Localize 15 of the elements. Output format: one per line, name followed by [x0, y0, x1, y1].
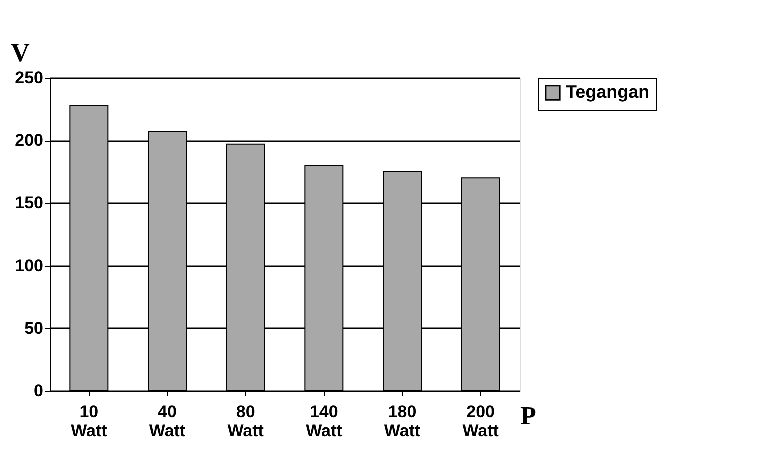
x-axis-title: P — [520, 402, 536, 430]
y-axis-title: V — [11, 38, 30, 68]
legend-label: Tegangan — [566, 82, 650, 102]
y-tick-label: 50 — [24, 318, 44, 338]
x-tick-label: 10 Watt — [71, 402, 108, 440]
x-tick-label: 180 Watt — [384, 402, 421, 440]
y-tick-label: 100 — [15, 256, 44, 276]
x-tick-label: 80 Watt — [228, 402, 264, 440]
y-tick-label: 200 — [15, 131, 44, 150]
y-tick-label: 250 — [15, 68, 44, 88]
x-tick-label: 40 Watt — [149, 402, 186, 440]
y-tick-label: 150 — [15, 194, 44, 213]
x-tick-label: 200 Watt — [462, 402, 500, 440]
x-tick-label: 140 Watt — [306, 402, 343, 440]
y-tick-label: 0 — [34, 382, 44, 400]
